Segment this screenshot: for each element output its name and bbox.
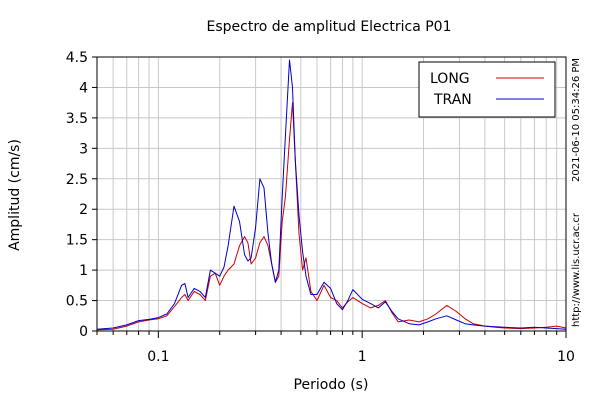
y-tick-label: 3 <box>79 141 88 157</box>
series-layer <box>96 59 567 331</box>
plot-frame <box>96 56 567 332</box>
y-tick-label: 0.5 <box>66 294 88 310</box>
axis-ticks: 0 0.5 1 1.5 2 2.5 3 3.5 4 4.5 0.1 1 10 <box>66 50 575 365</box>
x-axis-label: Periodo (s) <box>294 377 369 393</box>
legend-label-long: LONG <box>430 71 470 87</box>
y-tick-label: 0 <box>79 324 88 340</box>
legend-label-tran: TRAN <box>433 92 472 108</box>
x-tick-label: 0.1 <box>147 349 169 365</box>
y-tick-label: 1.5 <box>66 233 88 249</box>
y-tick-label: 3.5 <box>66 111 88 127</box>
x-tick-label: 10 <box>557 349 575 365</box>
y-tick-label: 1 <box>79 263 88 279</box>
series-line-long <box>96 102 567 331</box>
series-line-tran <box>96 59 567 330</box>
legend-box <box>418 61 556 118</box>
legend: LONG TRAN <box>418 61 556 118</box>
x-tick-label: 1 <box>358 349 367 365</box>
y-axis-label: Amplitud (cm/s) <box>7 139 23 251</box>
grid-lines <box>96 56 566 332</box>
y-tick-label: 4 <box>79 80 88 96</box>
source-url-text: http://www.lis.ucr.ac.cr <box>571 212 582 327</box>
y-tick-label: 4.5 <box>66 50 88 66</box>
timestamp-text: 2021-06-10 05:34:26 PM <box>571 58 582 182</box>
chart-title: Espectro de amplitud Electrica P01 <box>207 19 452 35</box>
y-tick-label: 2 <box>79 202 88 218</box>
y-tick-label: 2.5 <box>66 172 88 188</box>
